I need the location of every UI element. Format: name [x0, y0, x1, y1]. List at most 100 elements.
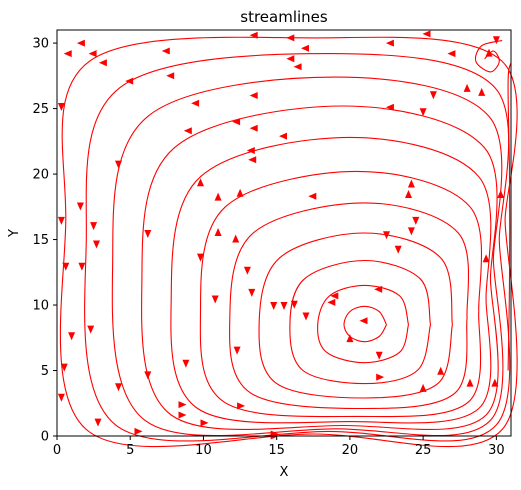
- y-tick-label-25: 25: [32, 102, 49, 117]
- streamline-arrow-87: [419, 383, 427, 392]
- streamline-arrow-24: [60, 363, 68, 372]
- streamline-arrow-49: [191, 99, 200, 107]
- y-tick-label-10: 10: [32, 299, 49, 314]
- streamline-arrow-30: [76, 202, 84, 211]
- streamline-arrow-36: [88, 50, 97, 58]
- streamline-arrow-37: [98, 59, 107, 67]
- streamline-arrow-43: [301, 44, 309, 52]
- streamline-arrow-32: [57, 216, 65, 225]
- arrow-layer: [57, 30, 505, 440]
- streamline-arrow-29: [78, 262, 86, 271]
- streamline-arrow-64: [308, 192, 317, 200]
- streamline-arrow-54: [279, 132, 287, 140]
- streamline-arrow-18: [233, 346, 241, 355]
- streamline-5: [229, 202, 470, 410]
- streamline-arrow-23: [57, 393, 65, 402]
- streamline-arrow-58: [144, 230, 152, 238]
- streamline-arrow-45: [293, 63, 302, 71]
- streamline-arrow-50: [183, 127, 192, 135]
- plot-frame: [56, 29, 512, 437]
- streamline-arrow-77: [429, 91, 437, 100]
- y-tick-label-30: 30: [32, 37, 49, 52]
- streamline-arrow-4: [178, 411, 187, 419]
- streamline-11: [59, 36, 518, 448]
- x-tick-label-25: 25: [415, 443, 432, 458]
- streamline-3: [289, 259, 432, 385]
- streamline-arrow-46: [385, 39, 394, 47]
- streamline-arrow-79: [478, 87, 486, 96]
- y-tick-label-20: 20: [32, 168, 49, 183]
- streamline-7: [170, 136, 492, 424]
- y-axis-label: Y: [7, 229, 22, 238]
- streamline-arrow-28: [90, 222, 98, 231]
- x-tick-label-30: 30: [488, 443, 505, 458]
- streamline-arrow-42: [286, 34, 295, 42]
- streamline-arrow-81: [492, 36, 500, 45]
- streamline-4: [258, 232, 453, 399]
- streamline-arrow-76: [419, 108, 427, 117]
- streamline-arrow-22: [94, 418, 102, 427]
- streamline-arrow-55: [246, 147, 255, 154]
- streamline-arrow-27: [93, 240, 100, 249]
- streamline-arrow-68: [270, 302, 278, 310]
- streamline-12: [474, 39, 503, 73]
- x-tick-label-20: 20: [342, 443, 359, 458]
- streamline-arrow-31: [62, 262, 70, 271]
- streamline-arrow-47: [422, 30, 431, 38]
- streamline-8: [141, 105, 499, 431]
- streamline-arrow-3: [200, 419, 209, 427]
- y-tick-label-15: 15: [32, 233, 49, 248]
- x-axis-label: X: [280, 465, 289, 480]
- streamline-arrow-66: [290, 300, 298, 309]
- streamline-arrow-10: [359, 317, 368, 325]
- streamline-arrow-9: [346, 334, 354, 343]
- streamline-arrow-26: [87, 325, 95, 334]
- y-tick-label-5: 5: [41, 364, 49, 379]
- streamline-arrow-21: [115, 383, 122, 392]
- streamline-1: [343, 305, 387, 343]
- streamline-arrow-70: [407, 227, 415, 236]
- streamline-arrow-25: [68, 332, 76, 341]
- x-tick-label-5: 5: [126, 443, 134, 458]
- streamline-layer: [59, 36, 518, 448]
- streamline-arrow-74: [407, 179, 415, 188]
- streamline-arrow-80: [485, 48, 493, 57]
- streamline-arrow-61: [236, 188, 244, 197]
- streamline-arrow-59: [197, 178, 204, 187]
- streamline-arrow-75: [385, 103, 394, 111]
- streamline-13: [507, 62, 512, 371]
- streamline-arrow-56: [248, 156, 257, 164]
- streamline-2: [317, 284, 410, 364]
- streamline-arrow-20: [144, 371, 152, 380]
- streamline-arrow-86: [437, 366, 445, 375]
- streamline-arrow-82: [497, 190, 505, 198]
- streamline-9: [111, 76, 504, 437]
- streamline-arrow-41: [249, 31, 258, 39]
- streamline-arrow-1: [134, 427, 143, 435]
- streamline-arrow-62: [214, 228, 222, 236]
- streamline-arrow-85: [491, 378, 499, 387]
- streamline-arrow-53: [249, 124, 258, 132]
- streamline-arrow-73: [405, 190, 412, 198]
- streamline-arrow-78: [463, 83, 471, 92]
- x-tick-label-15: 15: [268, 443, 285, 458]
- streamline-arrow-7: [376, 373, 385, 381]
- streamline-arrow-19: [182, 359, 190, 368]
- streamline-arrow-33: [57, 103, 65, 111]
- streamline-arrow-67: [302, 312, 310, 321]
- streamline-arrow-69: [383, 231, 390, 240]
- streamline-arrow-57: [115, 160, 122, 169]
- streamline-6: [199, 170, 483, 418]
- streamline-arrow-12: [374, 285, 383, 293]
- streamline-arrow-65: [280, 302, 288, 310]
- streamline-arrow-40: [166, 72, 175, 80]
- streamline-arrow-39: [161, 47, 170, 55]
- streamline-arrow-35: [76, 39, 85, 47]
- chart-title: streamlines: [240, 8, 328, 26]
- streamline-arrow-44: [286, 55, 295, 63]
- x-tick-label-0: 0: [53, 443, 61, 458]
- streamline-arrow-51: [249, 92, 258, 99]
- x-axis: 0 5 10 15 20 25 30: [53, 436, 505, 458]
- streamline-10: [84, 53, 511, 442]
